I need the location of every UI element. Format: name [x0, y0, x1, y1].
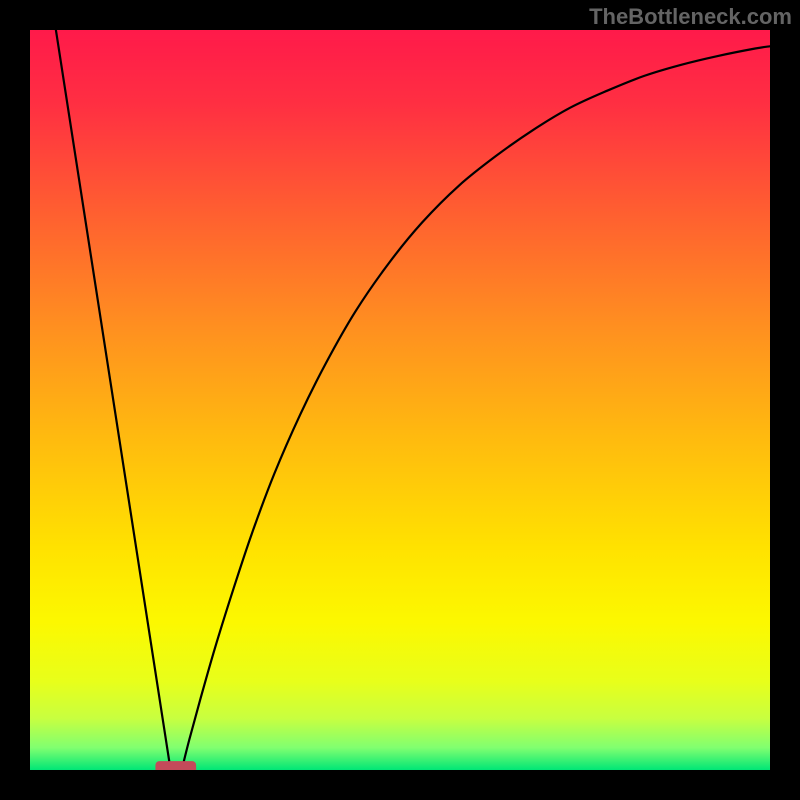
bottleneck-curve-chart: [30, 30, 770, 770]
gradient-background: [30, 30, 770, 770]
minimum-marker: [155, 761, 196, 770]
plot-area: [30, 30, 770, 770]
watermark-text: TheBottleneck.com: [589, 4, 792, 30]
chart-frame: TheBottleneck.com: [0, 0, 800, 800]
